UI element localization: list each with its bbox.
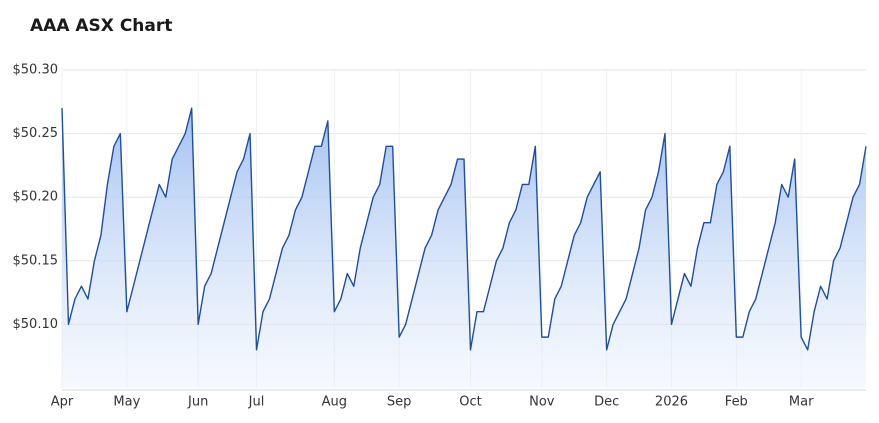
x-tick-label: Feb bbox=[725, 395, 748, 410]
y-tick-label: $50.15 bbox=[13, 253, 59, 268]
x-tick-label: Jun bbox=[187, 395, 208, 410]
x-tick-label: Dec bbox=[594, 395, 619, 410]
x-tick-label: 2026 bbox=[655, 395, 688, 410]
line bbox=[61, 107, 867, 351]
x-tick-label: Oct bbox=[459, 395, 481, 410]
x-tick-label: Aug bbox=[322, 395, 347, 410]
x-tick-label: Nov bbox=[529, 395, 555, 410]
y-tick-label: $50.20 bbox=[13, 190, 59, 205]
area bbox=[62, 108, 866, 388]
x-tick-label: Sep bbox=[387, 395, 412, 410]
y-tick-label: $50.25 bbox=[13, 126, 59, 141]
y-tick-label: $50.10 bbox=[13, 317, 59, 332]
y-tick-label: $50.30 bbox=[13, 63, 59, 78]
x-tick-label: Jul bbox=[248, 395, 265, 410]
x-tick-label: Mar bbox=[789, 395, 814, 410]
x-tick-label: Apr bbox=[51, 395, 74, 410]
x-tick-label: May bbox=[113, 395, 140, 410]
chart-title: AAA ASX Chart bbox=[30, 16, 172, 36]
